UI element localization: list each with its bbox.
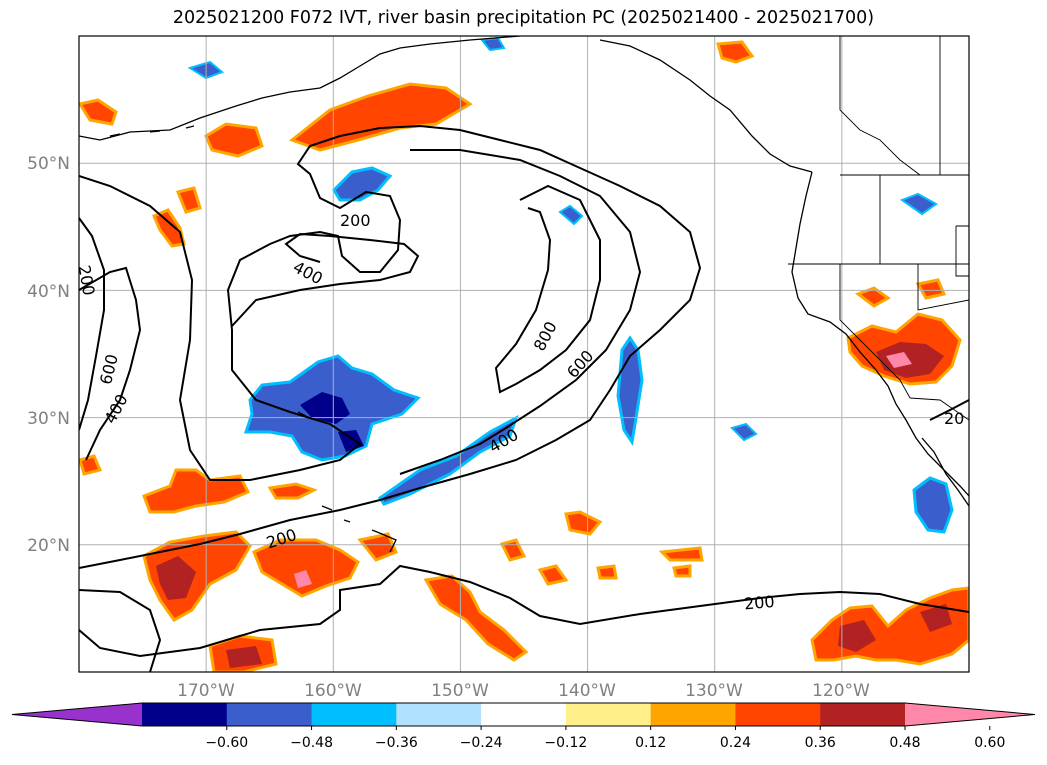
colorbar-segment [226, 703, 313, 726]
lat-label: 50°N [27, 154, 70, 174]
strong-positive-core [156, 556, 196, 600]
alaska-canada-border [839, 36, 921, 176]
map-frame [78, 35, 970, 673]
positive-anomaly-area [288, 82, 473, 152]
colorbar-min-extension [12, 703, 142, 726]
strong-negative-core [300, 392, 350, 424]
hawaii-islands [297, 411, 397, 553]
graticule [79, 36, 969, 672]
lon-label: 150°W [431, 681, 489, 701]
negative-anomaly-area [377, 414, 519, 506]
colorbar-segment [565, 703, 652, 726]
ivt-contour-400 [231, 232, 420, 327]
colorbar-segment [820, 703, 906, 726]
colorbar-tick-label: 0.60 [974, 735, 1005, 751]
positive-anomaly-area [175, 186, 202, 214]
negative-anomaly-area [912, 476, 954, 534]
lat-label: 30°N [27, 409, 70, 429]
colorbar-segment [396, 703, 482, 726]
map-title: 2025021200 F072 IVT, river basin precipi… [172, 8, 875, 28]
positive-anomaly-area [79, 454, 103, 476]
positive-anomaly-area [267, 482, 318, 500]
colorbar-ticks: −0.60 −0.48 −0.36 −0.24 −0.12 0.12 0.24 0.36 0.4… [205, 726, 1005, 751]
strongest-positive-core [886, 352, 912, 368]
colorbar-tick-label: −0.60 [205, 735, 248, 751]
colorbar [11, 702, 1036, 727]
positive-anomaly-area [357, 532, 399, 562]
negative-anomaly-area [558, 204, 584, 226]
ivt-contour-600-east [399, 149, 642, 475]
state-border [839, 264, 911, 399]
colorbar-max-extension [905, 703, 1035, 726]
strong-positive-core [838, 620, 876, 652]
positive-anomaly-area [915, 278, 947, 300]
positive-anomaly-area [79, 98, 118, 126]
latitude-labels: 50°N 40°N 30°N 20°N [27, 154, 70, 556]
aleutian-islands [109, 125, 195, 137]
lon-label: 120°W [812, 681, 870, 701]
lon-label: 130°W [685, 681, 743, 701]
political-borders [788, 36, 969, 421]
state-border [917, 264, 969, 311]
colorbar-tick-label: 0.48 [889, 735, 920, 751]
positive-anomaly-area [537, 564, 569, 586]
positive-anomaly-area [596, 564, 618, 580]
ivt-contour-200-east [929, 399, 969, 421]
colorbar-tick-label: 0.36 [805, 735, 836, 751]
colorbar-segment [735, 703, 821, 726]
ivt-contour-200-southwest [79, 589, 162, 672]
strong-positive-core [876, 342, 944, 378]
strong-positive-core [226, 646, 262, 668]
colorbar-tick-label: 0.12 [635, 735, 666, 751]
state-border [955, 225, 969, 277]
colorbar-segment [650, 703, 736, 726]
ivt-contours [79, 124, 969, 672]
colorbar-tick-label: −0.36 [375, 735, 418, 751]
precipitation-shading [79, 36, 969, 672]
alaska-coast [79, 36, 521, 141]
baja-california-coast [921, 437, 969, 507]
colorbar-tick-label: −0.12 [544, 735, 587, 751]
colorbar-segment [311, 703, 397, 726]
positive-anomaly-area [204, 122, 264, 158]
ivt-contour-800 [494, 184, 601, 394]
coastlines [79, 36, 969, 553]
north-america-west-coast [791, 171, 969, 497]
strong-positive-core [920, 604, 952, 632]
colorbar-segment [142, 703, 228, 726]
negative-anomaly-area [332, 166, 393, 202]
strongest-positive-core [294, 570, 312, 588]
contour-label: 20 [944, 409, 964, 428]
us-mexico-border [909, 397, 969, 421]
colorbar-tick-label: −0.48 [290, 735, 333, 751]
lon-label: 160°W [304, 681, 362, 701]
contour-label: 200 [340, 211, 371, 230]
contour-label: 200 [743, 592, 775, 614]
contour-label: 200 [75, 264, 99, 297]
colorbar-tick-label: −0.24 [460, 735, 503, 751]
positive-anomaly-area [252, 538, 360, 598]
positive-anomaly-area [658, 546, 704, 562]
alaska-panhandle-coast [599, 39, 813, 173]
ivt-contour-600-west [79, 266, 142, 461]
ivt-contour-200 [79, 124, 702, 569]
positive-anomaly-area [716, 40, 755, 64]
colorbar-tick-label: 0.24 [720, 735, 751, 751]
positive-anomaly-area [564, 510, 603, 536]
negative-anomaly-area [730, 422, 758, 442]
lat-label: 40°N [27, 282, 70, 302]
ivt-contour-400-west [79, 217, 105, 431]
ivt-contour-200-south [79, 564, 969, 658]
positive-anomaly-area [423, 574, 529, 662]
colorbar-segment [481, 703, 567, 726]
longitude-labels: 170°W 160°W 150°W 140°W 130°W 120°W [177, 681, 870, 701]
lon-label: 170°W [177, 681, 235, 701]
negative-anomaly-area [899, 192, 938, 216]
lon-label: 140°W [558, 681, 616, 701]
colorbar-outline [11, 702, 1036, 727]
lat-label: 20°N [27, 536, 70, 556]
positive-anomaly-area [672, 564, 692, 578]
